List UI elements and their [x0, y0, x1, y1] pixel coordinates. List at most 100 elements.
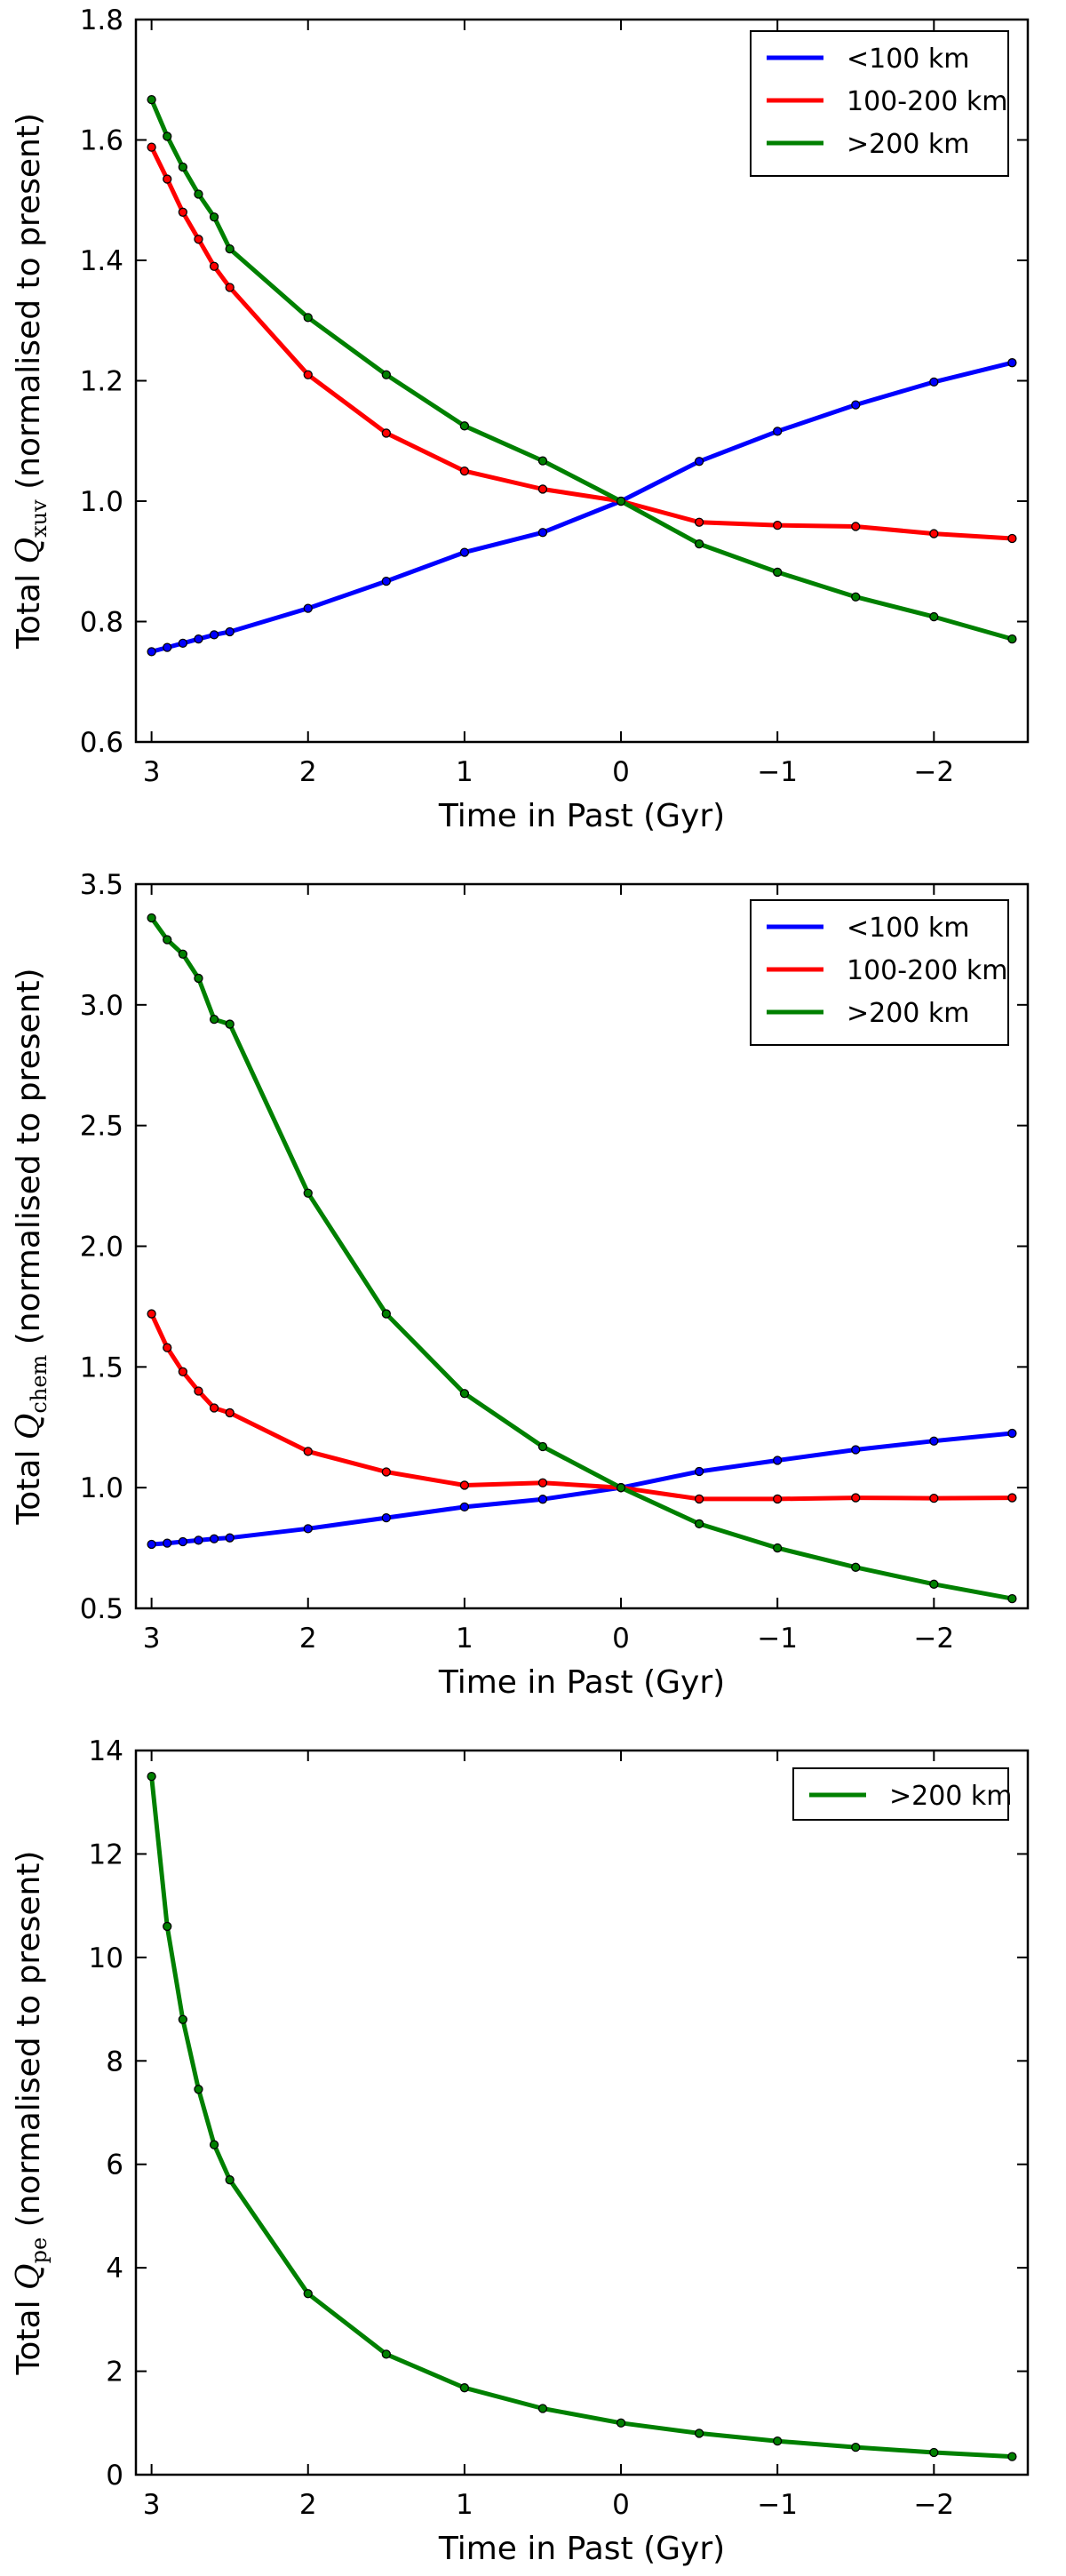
chart-2-series-3-point: [225, 1019, 235, 1029]
chart-1-frame: [134, 18, 1030, 744]
chart-3-series-1-point: [616, 2418, 626, 2428]
chart-3-xtick-label: 1: [456, 2489, 473, 2521]
chart-3-xtick-label: 0: [612, 2489, 630, 2521]
chart-2-xtick-label: 2: [299, 1623, 317, 1655]
chart-3-series-1-point: [209, 2140, 219, 2149]
chart-3-series-1-point: [163, 1921, 172, 1932]
chart-3-ytick-label: 12: [89, 1838, 123, 1870]
chart-2-ytick-label: 1.5: [80, 1352, 123, 1384]
chart-2-ytick-label: 3.5: [80, 869, 123, 901]
chart-1-series-3-line: [149, 97, 1014, 642]
chart-3-series-1-point: [194, 2085, 203, 2094]
chart-1-series-1-point: [851, 400, 861, 410]
chart-2-series-2-point: [1007, 1493, 1017, 1503]
chart-2-series-3-point: [303, 1188, 313, 1198]
chart-2-series-2-point: [694, 1494, 704, 1504]
chart-2-series-1-point: [773, 1455, 783, 1465]
chart-2-series-2-point: [178, 1367, 187, 1376]
chart-3-ytick-label: 2: [106, 2357, 123, 2389]
chart-2-series-1-point: [163, 1538, 172, 1548]
chart-2-series-2-point: [147, 1309, 156, 1319]
chart-3-series-1-point: [773, 2436, 783, 2446]
chart-3-ytick-label: 8: [106, 2046, 123, 2078]
chart-2-legend-label-3: >200 km: [847, 998, 970, 1029]
chart-2-series-1-line: [149, 1431, 1014, 1547]
chart-1-series-3-point: [459, 421, 470, 431]
chart-1-series-3-point: [537, 456, 548, 466]
chart-2-ytick-label: 2.5: [80, 1111, 123, 1143]
chart-2-x-axis-label: Time in Past (Gyr): [438, 1664, 725, 1701]
chart-2-series-2-point: [773, 1494, 783, 1504]
chart-2-y-axis-label-suffix: (normalised to present): [11, 968, 47, 1354]
chart-2-series-2-point: [381, 1467, 391, 1477]
chart-3-xtick-label: −1: [757, 2489, 798, 2521]
chart-3-series-1-point: [225, 2175, 235, 2185]
chart-1-series-2-point: [163, 174, 172, 184]
chart-1-series-2-point: [209, 261, 219, 271]
chart-2-frame: [134, 882, 1030, 1610]
chart-1-xtick-label: 2: [299, 756, 317, 788]
chart-1-series-2-point: [694, 517, 704, 527]
chart-3-y-axis-label-prefix: Total: [11, 2290, 47, 2376]
chart-1-series-1-point: [194, 634, 203, 644]
chart-1: 3 2 1 0 −1 −2 0.6 0.8 1.0 1.2 1.4 1.6 1.8 Time in Pas…: [11, 4, 1030, 834]
chart-2-ytick-label: 2.0: [80, 1232, 123, 1264]
chart-1-series-1-point: [929, 377, 939, 387]
chart-2-y-axis-label-symbol: Q: [11, 1414, 47, 1440]
chart-1-xtick-label: 1: [456, 756, 473, 788]
chart-3-series-1-point: [929, 2447, 939, 2458]
chart-2-series-1-point: [194, 1535, 203, 1545]
chart-1-series-2-point: [178, 207, 187, 217]
chart-1-series-1-point: [178, 638, 187, 649]
chart-2-series-2-line: [149, 1312, 1014, 1502]
chart-3-series-1-point: [1007, 2452, 1017, 2461]
chart-1-series-3-point: [929, 611, 939, 622]
chart-1-legend-label-2: 100-200 km: [847, 86, 1007, 117]
chart-3-ytick-label: 0: [106, 2460, 123, 2492]
chart-3-series-1-point: [303, 2289, 313, 2299]
chart-1-series-2-point: [773, 520, 783, 530]
chart-1-series-2-point: [225, 283, 235, 292]
chart-1-y-axis-label-symbol: Q: [11, 538, 47, 564]
chart-2-series-3-point: [194, 973, 203, 984]
chart-1-series-1-point: [381, 576, 391, 586]
chart-2-series-3-point: [929, 1579, 939, 1589]
chart-2-xtick-label: 1: [456, 1623, 473, 1655]
chart-2-y-axis-label-prefix: Total: [11, 1440, 47, 1526]
chart-2-series-1-point: [694, 1466, 704, 1477]
chart-1-series-3-point: [694, 538, 704, 549]
chart-1-legend: <100 km 100-200 km >200 km: [750, 30, 1009, 177]
chart-3-series-1-point: [147, 1771, 156, 1782]
chart-1-series-2-point: [381, 428, 391, 438]
chart-2-y-axis-label-subscript: chem: [27, 1354, 52, 1413]
chart-1-series-1-point: [773, 427, 783, 436]
chart-2-xtick-label: −1: [757, 1623, 798, 1655]
chart-2-legend-box: [750, 899, 1009, 1046]
chart-1-series-1-line: [149, 360, 1014, 654]
chart-2-ytick-label: 3.0: [80, 990, 123, 1022]
chart-2-series-3-point: [616, 1483, 626, 1493]
chart-1-xtick-label: −1: [757, 756, 798, 788]
chart-2-xtick-label: 3: [143, 1623, 161, 1655]
chart-1-series-2-point: [537, 484, 548, 494]
chart-3-series-1-point: [459, 2383, 470, 2393]
chart-1-series-3-point: [616, 496, 626, 506]
chart-1-xtick-label: 0: [612, 756, 630, 788]
chart-3-y-axis-label-subscript: pe: [27, 2237, 52, 2264]
chart-1-ytick-label: 1.6: [80, 125, 123, 157]
chart-1-series-3-point: [303, 313, 313, 323]
chart-3-legend-label-1: >200 km: [889, 1781, 1013, 1812]
chart-1-ytick-label: 1.2: [80, 366, 123, 398]
chart-3-legend: >200 km: [792, 1767, 1013, 1821]
chart-1-series-1-point: [459, 547, 470, 557]
chart-1-series-2-point: [194, 235, 203, 244]
chart-1-ytick-label: 1.8: [80, 4, 123, 36]
chart-2-series-3-line: [149, 915, 1014, 1601]
chart-2-series-1-point: [225, 1533, 235, 1543]
chart-1-series-3-point: [851, 592, 861, 602]
chart-1-series-2-point: [1007, 533, 1017, 544]
chart-3-plot-area: [136, 1751, 1028, 2475]
chart-2-xtick-label: 0: [612, 1623, 630, 1655]
chart-2-xtick-label: −2: [913, 1623, 954, 1655]
